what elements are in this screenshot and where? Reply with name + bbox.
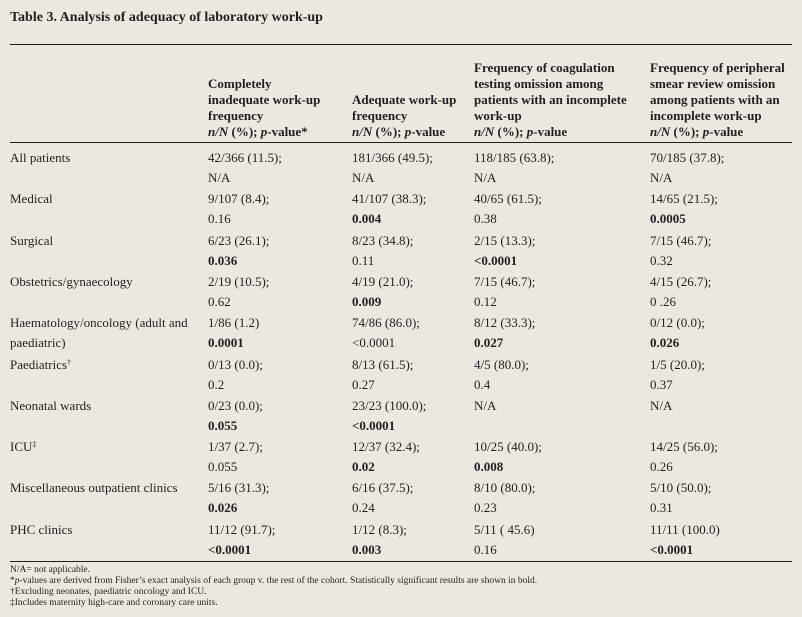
row-label: Paediatrics† — [10, 356, 72, 372]
row-label: PHC clinics — [10, 521, 73, 537]
data-cell: 14/25 (56.0); 0.26 — [650, 439, 718, 475]
data-cell: 11/12 (91.7); <0.0001 — [208, 521, 276, 557]
data-cell: 5/11 ( 45.6) 0.16 — [474, 521, 535, 557]
data-cell: 1/12 (8.3); 0.003 — [352, 521, 407, 557]
data-cell: 4/5 (80.0); 0.4 — [474, 356, 529, 392]
data-cell: 74/86 (86.0); <0.0001 — [352, 315, 420, 351]
data-cell: 118/185 (63.8); N/A — [474, 150, 555, 185]
table-row: Paediatrics† 0/13 (0.0); 0.2 8/13 (61.5); 0.… — [0, 355, 802, 395]
data-cell: 11/11 (100.0) <0.0001 — [650, 521, 720, 557]
data-cell: 10/25 (40.0); 0.008 — [474, 439, 542, 475]
footnote-double-dagger: ‡Includes maternity high-care and corona… — [10, 598, 218, 608]
column-header-units: n/N (%); p-value — [474, 124, 568, 139]
table-header-rule — [10, 142, 792, 143]
data-cell: 23/23 (100.0); <0.0001 — [352, 397, 427, 433]
column-header-line: Frequency of peripheral — [650, 60, 785, 75]
column-header-line: frequency — [352, 108, 408, 123]
row-label: Miscellaneous outpatient clinics — [10, 480, 178, 496]
data-cell: 4/15 (26.7); 0 .26 — [650, 273, 712, 309]
table-row: Neonatal wards 0/23 (0.0); 0.055 23/23 (100… — [0, 396, 802, 436]
column-header-line: frequency — [208, 108, 264, 123]
data-cell: 8/23 (34.8); 0.11 — [352, 232, 414, 268]
data-cell: 8/12 (33.3); 0.027 — [474, 315, 536, 351]
column-header-2: Adequate work-up frequency n/N (%); p-valu… — [352, 50, 470, 142]
data-cell: 9/107 (8.4); 0.16 — [208, 191, 270, 227]
column-header-line: smear review omission — [650, 76, 776, 91]
data-cell: 0/23 (0.0); 0.055 — [208, 397, 263, 433]
column-header-3: Frequency of coagulation testing omission… — [474, 50, 646, 142]
table-row: All patients 42/366 (11.5); N/A 181/366 (49… — [0, 148, 802, 188]
data-cell: 40/65 (61.5); 0.38 — [474, 191, 542, 227]
column-header-line: patients with an incomplete — [474, 92, 627, 107]
column-header-1: Completely inadequate work-up frequency n/N… — [208, 50, 348, 142]
data-cell: 70/185 (37.8); N/A — [650, 150, 725, 185]
data-cell: 14/65 (21.5); 0.0005 — [650, 191, 718, 227]
data-cell: 8/13 (61.5); 0.27 — [352, 356, 414, 392]
data-cell: 6/16 (37.5); 0.24 — [352, 480, 414, 516]
data-cell: 12/37 (32.4); 0.02 — [352, 439, 420, 475]
row-label: Neonatal wards — [10, 397, 92, 413]
column-header-line: Frequency of coagulation — [474, 60, 615, 75]
data-cell: 4/19 (21.0); 0.009 — [352, 273, 414, 309]
column-header-line: inadequate work-up — [208, 92, 321, 107]
row-label: Haematology/oncology (adult and paediatri… — [10, 315, 188, 351]
table-row: Miscellaneous outpatient clinics 5/16 (31… — [0, 478, 802, 518]
data-cell: 0/12 (0.0); 0.026 — [650, 315, 705, 351]
row-label: ICU‡ — [10, 439, 37, 455]
column-header-line: incomplete work-up — [650, 108, 762, 123]
data-cell: 2/15 (13.3); <0.0001 — [474, 232, 536, 268]
row-label: Surgical — [10, 232, 54, 248]
data-cell: 0/13 (0.0); 0.2 — [208, 356, 263, 392]
data-cell: N/A — [650, 397, 673, 413]
table-row: Surgical 6/23 (26.1); 0.036 8/23 (34.8); 0.1… — [0, 231, 802, 271]
table-row: Obstetrics/gynaecology 2/19 (10.5); 0.62 4/… — [0, 272, 802, 312]
column-header-4: Frequency of peripheral smear review omis… — [650, 50, 800, 142]
data-cell: 5/16 (31.3); 0.026 — [208, 480, 270, 516]
column-header-line: Completely — [208, 76, 272, 91]
data-cell: 1/37 (2.7); 0.055 — [208, 439, 263, 475]
column-header-line: Adequate work-up — [352, 92, 457, 107]
data-cell: 42/366 (11.5); N/A — [208, 150, 282, 185]
data-cell: 2/19 (10.5); 0.62 — [208, 273, 270, 309]
row-label: Obstetrics/gynaecology — [10, 273, 133, 289]
data-cell: 8/10 (80.0); 0.23 — [474, 480, 536, 516]
table-footnotes: N/A= not applicable. *p-values are deriv… — [10, 565, 537, 609]
table-title: Table 3. Analysis of adequacy of laborat… — [10, 10, 323, 25]
table-bottom-rule — [10, 561, 792, 562]
table-row: ICU‡ 1/37 (2.7); 0.055 12/37 (32.4); 0.02 10/… — [0, 437, 802, 477]
column-header-units: n/N (%); p-value — [650, 124, 744, 139]
data-cell: 41/107 (38.3); 0.004 — [352, 191, 427, 227]
column-header-line: testing omission among — [474, 76, 604, 91]
footnote-dagger: †Excluding neonates, paediatric oncology… — [10, 587, 207, 597]
data-cell: 6/23 (26.1); 0.036 — [208, 232, 270, 268]
row-label: Medical — [10, 191, 53, 207]
data-cell: 181/366 (49.5); N/A — [352, 150, 433, 185]
table-row: PHC clinics 11/12 (91.7); <0.0001 1/12 (8.3… — [0, 520, 802, 560]
column-header-line: work-up — [474, 108, 522, 123]
table-row: Haematology/oncology (adult and paediatri… — [0, 313, 802, 353]
data-cell: 7/15 (46.7); 0.12 — [474, 273, 536, 309]
column-header-line: among patients with an — [650, 92, 780, 107]
data-cell: 7/15 (46.7); 0.32 — [650, 232, 712, 268]
row-label: All patients — [10, 150, 71, 165]
footnote-na: N/A= not applicable. — [10, 565, 91, 575]
table-top-rule — [10, 44, 792, 45]
column-header-units: n/N (%); p-value — [352, 124, 446, 139]
data-cell: 1/86 (1.2) 0.0001 — [208, 315, 260, 351]
footnote-pvalue: *p-values are derived from Fisher’s exac… — [10, 576, 538, 586]
data-cell: 5/10 (50.0); 0.31 — [650, 480, 712, 516]
data-cell: 1/5 (20.0); 0.37 — [650, 356, 705, 392]
table-row: Medical 9/107 (8.4); 0.16 41/107 (38.3); 0.0… — [0, 189, 802, 229]
column-header-units: n/N (%); p-value* — [208, 124, 308, 139]
data-cell: N/A — [474, 397, 497, 413]
